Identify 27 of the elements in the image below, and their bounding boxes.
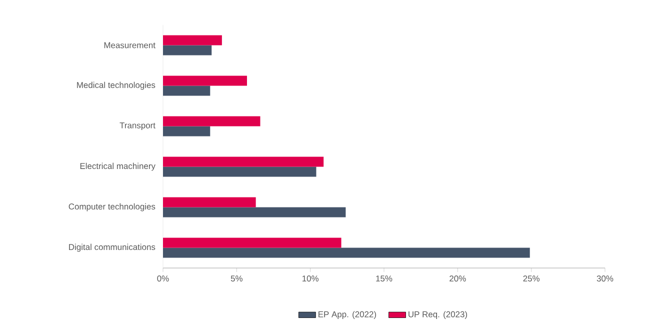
bar <box>163 126 210 136</box>
x-tick-label: 0% <box>157 276 169 282</box>
bar <box>163 248 530 258</box>
bar <box>163 86 210 96</box>
bar <box>163 116 260 126</box>
bar <box>163 207 346 218</box>
y-tick-label: Transport <box>120 122 156 130</box>
y-tick-label: Electrical machinery <box>80 162 156 171</box>
x-tick-label: 5% <box>230 276 242 282</box>
x-tick-label: 25% <box>523 276 540 282</box>
bar <box>163 45 212 56</box>
y-tick-label: Medical technologies <box>77 82 156 90</box>
legend-label: EP App. (2022) <box>318 311 376 319</box>
x-tick-label: 15% <box>376 276 392 282</box>
bar <box>163 35 222 46</box>
bar <box>163 76 247 86</box>
y-tick-label: Digital communications <box>69 244 156 252</box>
bar <box>163 156 324 167</box>
bar <box>163 197 256 208</box>
y-tick-label: Measurement <box>104 42 156 48</box>
bar <box>163 238 342 248</box>
x-tick-label: 20% <box>450 276 466 282</box>
y-tick-label: Computer technologies <box>68 203 156 212</box>
x-tick-label: 30% <box>596 276 614 282</box>
bar <box>163 166 316 177</box>
x-tick-label: 10% <box>302 276 319 282</box>
legend-label: UP Req. (2023) <box>408 311 468 319</box>
